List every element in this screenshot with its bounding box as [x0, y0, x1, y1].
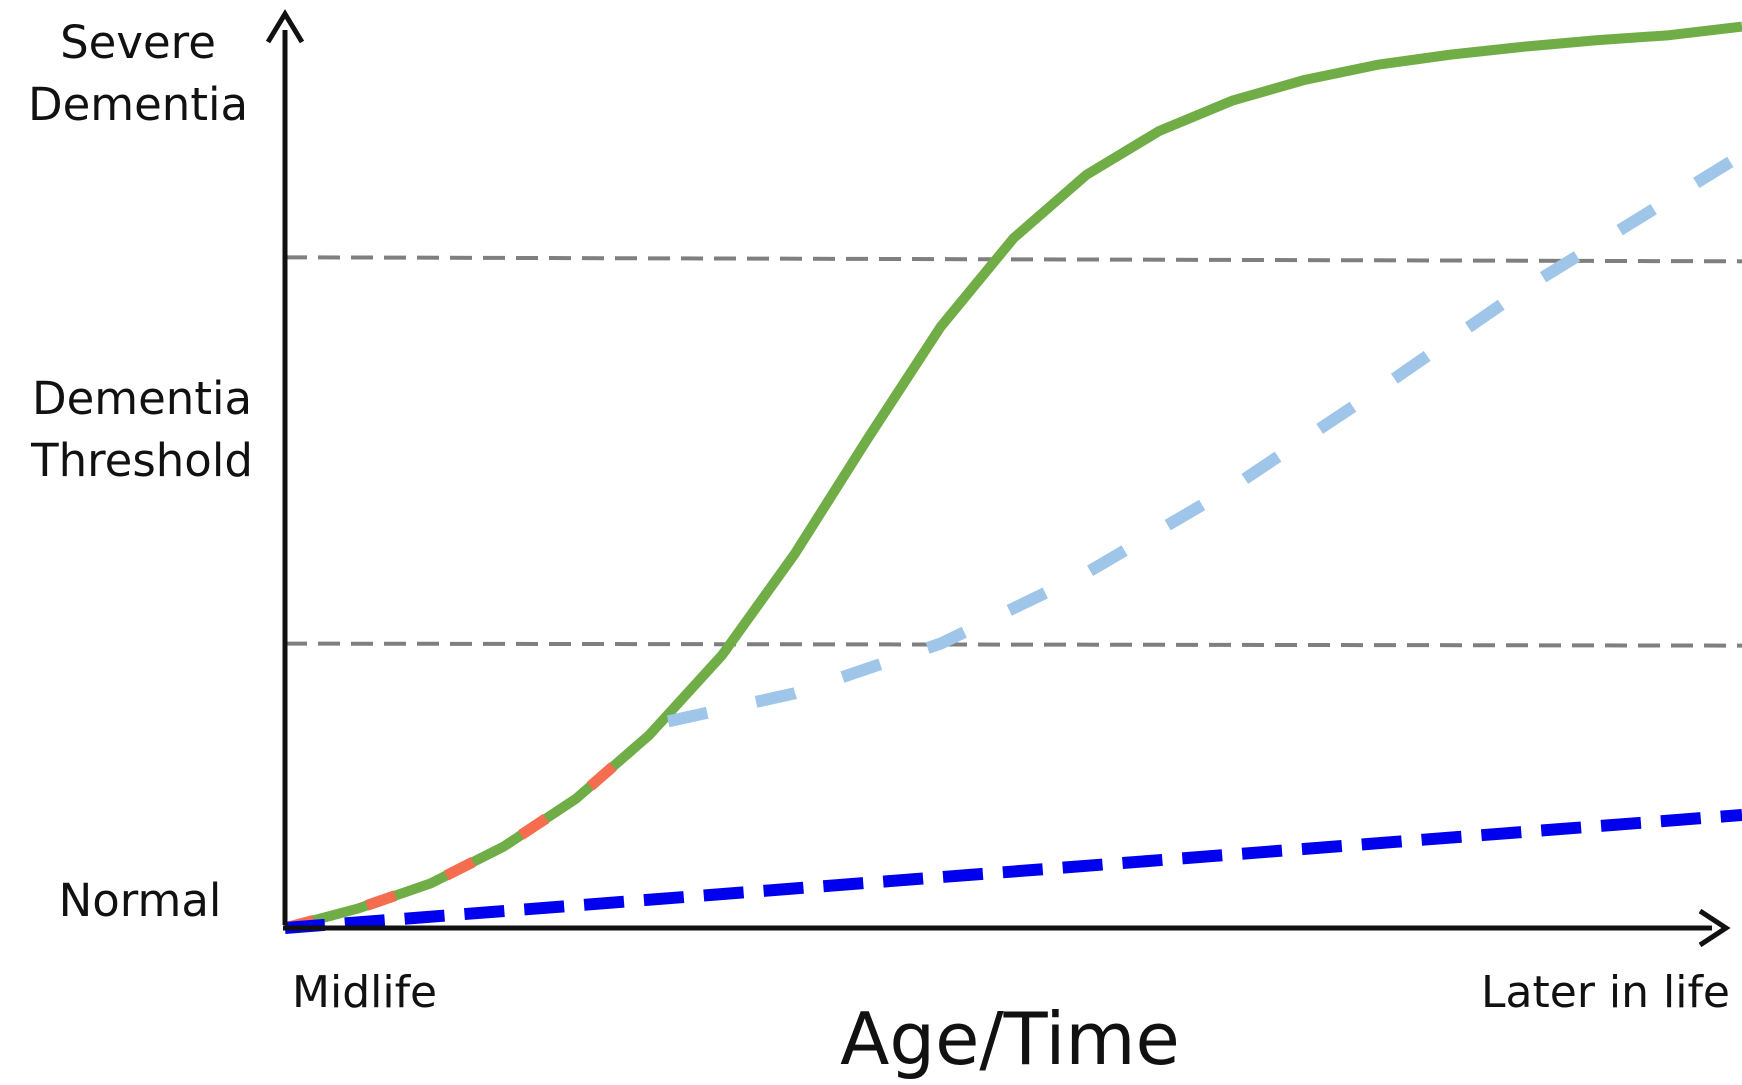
y-tick-threshold-1: Dementia: [32, 372, 252, 425]
x-tick-midlife: Midlife: [292, 967, 437, 1018]
reference-line-1: [284, 641, 1742, 648]
series-line-4: [284, 808, 1742, 934]
y-axis-arrow: [265, 9, 305, 44]
x-axis-title: Age/Time: [840, 997, 1180, 1081]
series-line-1: [283, 21, 1742, 933]
series-line-3: [666, 149, 1742, 728]
y-tick-normal: Normal: [59, 874, 222, 927]
x-tick-later-in-life: Later in life: [1481, 967, 1730, 1018]
y-tick-severe-2: Dementia: [28, 78, 248, 131]
series-line-2: [283, 730, 653, 934]
y-tick-severe-1: Severe: [60, 16, 216, 69]
reference-line-2: [284, 255, 1742, 264]
x-axis-arrow: [1698, 908, 1731, 948]
y-tick-threshold-2: Threshold: [30, 434, 253, 487]
reference-lines: [284, 255, 1742, 648]
series-layer: [283, 21, 1742, 934]
